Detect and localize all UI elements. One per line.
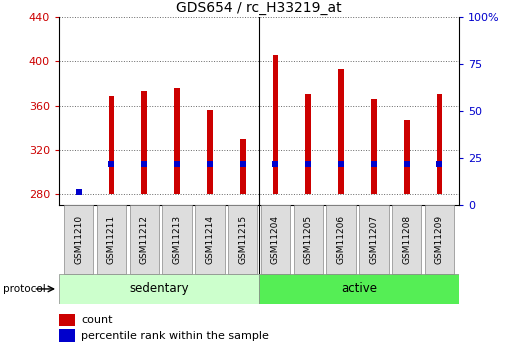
Bar xyxy=(404,120,409,194)
Text: sedentary: sedentary xyxy=(129,283,189,295)
Title: GDS654 / rc_H33219_at: GDS654 / rc_H33219_at xyxy=(176,1,342,15)
Text: GSM11214: GSM11214 xyxy=(205,215,214,264)
FancyBboxPatch shape xyxy=(162,205,192,274)
Text: GSM11209: GSM11209 xyxy=(435,215,444,264)
Bar xyxy=(338,69,344,194)
FancyBboxPatch shape xyxy=(259,274,459,304)
FancyBboxPatch shape xyxy=(359,205,389,274)
FancyBboxPatch shape xyxy=(97,205,126,274)
Bar xyxy=(305,93,311,194)
FancyBboxPatch shape xyxy=(64,205,93,274)
Bar xyxy=(59,314,75,326)
Bar xyxy=(59,329,75,342)
Bar xyxy=(240,139,246,194)
FancyBboxPatch shape xyxy=(195,205,225,274)
FancyBboxPatch shape xyxy=(326,205,356,274)
Bar xyxy=(174,88,180,194)
FancyBboxPatch shape xyxy=(392,205,421,274)
Text: active: active xyxy=(341,283,377,295)
Text: count: count xyxy=(81,315,112,325)
Text: GSM11211: GSM11211 xyxy=(107,215,116,264)
Text: percentile rank within the sample: percentile rank within the sample xyxy=(81,331,269,341)
FancyBboxPatch shape xyxy=(59,274,259,304)
Text: GSM11213: GSM11213 xyxy=(172,215,182,264)
FancyBboxPatch shape xyxy=(261,205,290,274)
Text: GSM11212: GSM11212 xyxy=(140,215,149,264)
Bar xyxy=(272,55,279,194)
Text: GSM11206: GSM11206 xyxy=(337,215,346,264)
FancyBboxPatch shape xyxy=(425,205,454,274)
Bar xyxy=(437,93,442,194)
FancyBboxPatch shape xyxy=(129,205,159,274)
Bar xyxy=(207,110,213,194)
Bar xyxy=(109,96,114,194)
Text: GSM11205: GSM11205 xyxy=(304,215,313,264)
Text: GSM11210: GSM11210 xyxy=(74,215,83,264)
Bar xyxy=(371,99,377,194)
Text: GSM11207: GSM11207 xyxy=(369,215,379,264)
Bar xyxy=(141,91,147,194)
Bar xyxy=(76,191,82,194)
Text: protocol: protocol xyxy=(3,284,45,294)
Text: GSM11204: GSM11204 xyxy=(271,215,280,264)
Text: GSM11208: GSM11208 xyxy=(402,215,411,264)
Text: GSM11215: GSM11215 xyxy=(238,215,247,264)
FancyBboxPatch shape xyxy=(293,205,323,274)
FancyBboxPatch shape xyxy=(228,205,258,274)
